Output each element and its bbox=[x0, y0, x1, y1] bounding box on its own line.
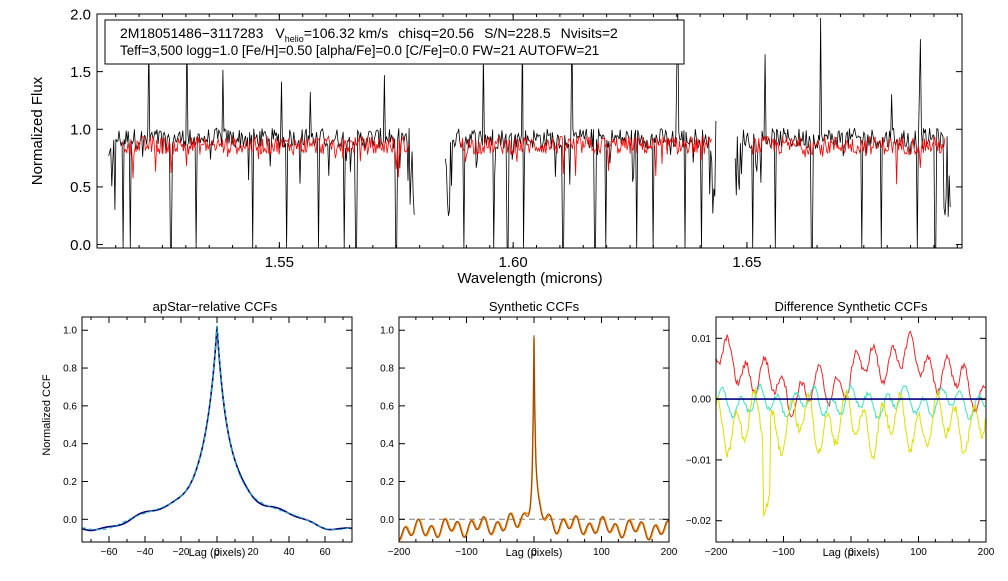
y-tick-label: 1.0 bbox=[380, 326, 394, 337]
y-tick-label: 0.8 bbox=[380, 364, 394, 375]
y-tick-label: 0.2 bbox=[380, 477, 394, 488]
difference-ccf-axes-frame bbox=[715, 316, 987, 543]
y-tick-label: −0.02 bbox=[686, 516, 712, 527]
x-tick-label: 0 bbox=[848, 547, 854, 558]
difference-diff-yellow-line bbox=[715, 387, 986, 517]
x-tick-label: 0 bbox=[214, 547, 220, 558]
apstar-ccf-panel: apStar−relative CCFs −60 −40 −20 0 20 40 60 0.0… bbox=[41, 299, 353, 559]
x-tick-label: −40 bbox=[137, 547, 154, 558]
y-tick-label: 0.5 bbox=[70, 179, 91, 196]
y-tick-label: 0.00 bbox=[692, 395, 712, 406]
x-tick-label: 20 bbox=[247, 547, 259, 558]
snr-value: S/N=228.5 bbox=[484, 25, 551, 41]
y-tick-label: 0.0 bbox=[70, 237, 91, 254]
model-spectrum-chip-3 bbox=[751, 135, 946, 185]
x-tick-label: −60 bbox=[101, 547, 118, 558]
apstar-ccf-title: apStar−relative CCFs bbox=[153, 299, 278, 314]
x-tick-label: 1.60 bbox=[499, 254, 528, 271]
observed-spectrum-chip-1 bbox=[108, 33, 415, 249]
vhelio-label: V bbox=[275, 25, 285, 41]
y-tick-label: 0.6 bbox=[380, 401, 394, 412]
apstar-ccf-2-line bbox=[81, 325, 353, 531]
x-tick-label: 200 bbox=[661, 547, 678, 558]
y-tick-label: 0.6 bbox=[63, 401, 77, 412]
x-tick-label: 1.65 bbox=[732, 254, 761, 271]
difference-ccf-xlabel: Lag (pixels) bbox=[823, 547, 880, 559]
synthetic-ccf-xlabel: Lag (pixels) bbox=[506, 547, 563, 559]
synthetic-ccf-series bbox=[398, 335, 670, 542]
star-info-line-1: 2M18051486−3117283 Vhelio=106.32 km/s chis… bbox=[120, 25, 618, 44]
x-tick-label: −200 bbox=[705, 547, 728, 558]
apstar-ccf-axes-frame bbox=[81, 316, 353, 543]
observed-spectrum-chip-2 bbox=[444, 13, 717, 249]
difference-ccf-ticks: −200 −100 0 100 200 −0.02 −0.01 0.00 0.01 bbox=[686, 317, 995, 558]
x-tick-label: −20 bbox=[173, 547, 190, 558]
apstar-ccf-1-line bbox=[81, 326, 353, 532]
star-info-box bbox=[104, 19, 685, 65]
stellar-parameters-line: Teff=3,500 logg=1.0 [Fe/H]=0.50 [alpha/F… bbox=[120, 43, 599, 58]
y-tick-label: 0.01 bbox=[692, 334, 712, 345]
y-tick-label: 1.5 bbox=[70, 64, 91, 81]
y-tick-label: 1.0 bbox=[63, 326, 77, 337]
spectrum-series bbox=[108, 13, 951, 249]
spectrum-panel: 1.55 1.60 1.65 0.0 0.5 1.0 1.5 2.0 Wavelength (… bbox=[29, 6, 963, 287]
y-tick-label: 0.4 bbox=[63, 439, 77, 450]
spectrum-ylabel: Normalized Flux bbox=[29, 76, 46, 185]
vhelio-value: =106.32 km/s bbox=[304, 25, 388, 41]
y-tick-label: 2.0 bbox=[70, 6, 91, 23]
y-tick-label: 0.0 bbox=[63, 515, 77, 526]
observed-spectrum-chip-3 bbox=[734, 17, 951, 249]
y-tick-label: 0.8 bbox=[63, 364, 77, 375]
difference-diff-red-line bbox=[715, 330, 986, 418]
y-tick-label: 0.4 bbox=[380, 439, 394, 450]
x-tick-label: 40 bbox=[283, 547, 295, 558]
apstar-ccf-ylabel: Normalized CCF bbox=[41, 374, 53, 456]
difference-ccf-title: Difference Synthetic CCFs bbox=[775, 299, 928, 314]
x-tick-label: 100 bbox=[593, 547, 610, 558]
x-tick-label: 1.55 bbox=[265, 254, 294, 271]
synthetic-ccf-panel: Synthetic CCFs −200 −100 0 100 200 0.0 0.2 0.4 0… bbox=[380, 299, 678, 559]
star-id: 2M18051486−3117283 bbox=[120, 25, 264, 41]
vhelio-subscript: helio bbox=[285, 34, 304, 44]
y-tick-label: 0.0 bbox=[380, 515, 394, 526]
chisq-value: chisq=20.56 bbox=[398, 25, 474, 41]
model-spectrum-chip-1 bbox=[122, 134, 410, 179]
spectrum-axes-frame bbox=[96, 13, 963, 249]
y-tick-label: 1.0 bbox=[70, 122, 91, 139]
y-tick-label: 0.2 bbox=[63, 477, 77, 488]
spectrum-ticks: 1.55 1.60 1.65 0.0 0.5 1.0 1.5 2.0 bbox=[70, 6, 962, 271]
x-tick-label: −200 bbox=[388, 547, 411, 558]
x-tick-label: 200 bbox=[978, 547, 995, 558]
apstar-ccf-xlabel: Lag (pixels) bbox=[189, 547, 246, 559]
nvisits-value: Nvisits=2 bbox=[561, 25, 618, 41]
synthetic-ccf-title: Synthetic CCFs bbox=[489, 299, 580, 314]
spectrum-xlabel: Wavelength (microns) bbox=[457, 270, 602, 287]
x-tick-label: 60 bbox=[319, 547, 331, 558]
x-tick-label: −100 bbox=[772, 547, 795, 558]
synthetic-ccf-brown-line bbox=[398, 335, 670, 541]
x-tick-label: 100 bbox=[910, 547, 927, 558]
apstar-ccf-series bbox=[81, 325, 353, 532]
difference-ccf-series bbox=[715, 330, 986, 517]
model-spectrum-chip-2 bbox=[459, 135, 712, 177]
apstar-ccf-ticks: −60 −40 −20 0 20 40 60 0.0 0.2 0.4 0.6 0.8 1.0 bbox=[63, 317, 352, 558]
y-tick-label: −0.01 bbox=[686, 455, 712, 466]
synthetic-ccf-ticks: −200 −100 0 100 200 0.0 0.2 0.4 0.6 0.8 1.0 bbox=[380, 317, 678, 558]
x-tick-label: 0 bbox=[531, 547, 537, 558]
difference-diff-cyan-line bbox=[715, 383, 986, 420]
difference-ccf-panel: Difference Synthetic CCFs −200 −100 0 100 20… bbox=[686, 299, 995, 559]
x-tick-label: −100 bbox=[455, 547, 478, 558]
